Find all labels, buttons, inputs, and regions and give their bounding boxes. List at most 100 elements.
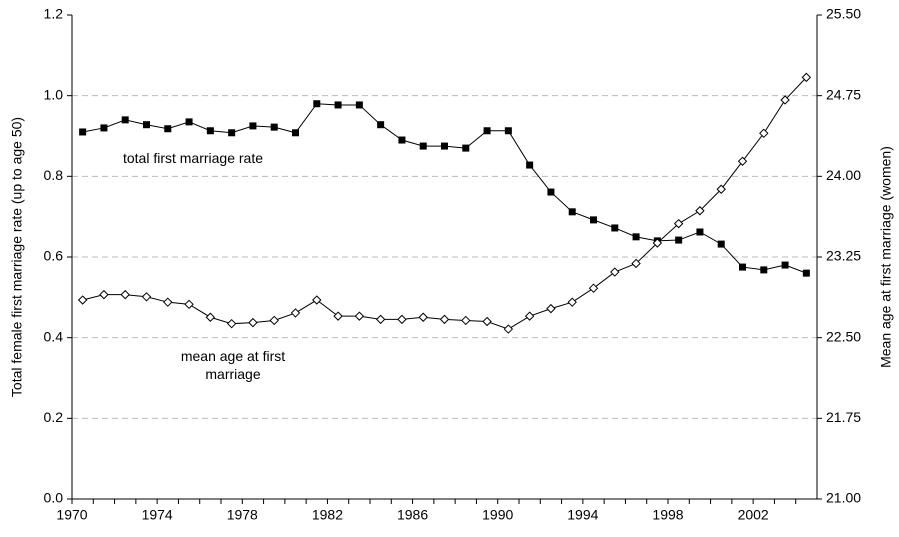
marker [547,188,555,196]
marker [248,317,258,328]
marker [652,238,663,248]
x-tick-label: 1994 [567,507,598,523]
marker [759,128,769,139]
marker [77,295,88,305]
marker [164,125,172,133]
marker [290,308,301,318]
marker [590,216,597,224]
marker [120,289,130,300]
marker [375,314,386,325]
marker [99,289,109,300]
x-tick-label: 1998 [652,507,683,523]
y2-tick-label: 24.75 [826,86,861,102]
x-tick-label: 1982 [312,507,343,523]
y2-tick-label: 25.50 [826,6,861,22]
marker [206,127,214,135]
series-line [82,103,807,274]
x-tick-label: 1986 [397,507,428,523]
marker [377,121,385,129]
marker [270,123,278,131]
y2-tick-label: 21.75 [826,409,861,425]
marker [100,124,108,132]
marker [355,101,363,109]
marker [632,233,640,241]
marker [716,184,726,194]
marker [504,127,512,135]
series-annotation: mean age at first marriage [180,348,286,382]
marker [567,297,577,307]
marker [184,299,194,310]
y2-tick-label: 23.25 [826,248,861,264]
y2-tick-label: 21.00 [826,490,861,506]
marker [802,269,810,277]
marker [419,142,427,150]
marker [673,218,684,229]
marker [397,314,407,325]
y-tick-label: 0.2 [44,409,64,425]
y2-tick-label: 24.00 [826,167,861,183]
marker [226,318,237,329]
marker [143,121,150,129]
marker [760,266,768,274]
x-tick-label: 1970 [56,507,87,523]
series-annotation: total first marriage rate [122,150,264,166]
marker [717,240,725,248]
series-line [82,77,807,330]
marker [312,295,322,305]
marker [354,311,365,321]
marker [610,267,620,277]
marker [141,292,152,302]
x-tick-label: 1974 [142,507,173,523]
marker [739,263,746,271]
marker [675,236,683,244]
marker [292,129,299,137]
y-tick-label: 0.0 [44,490,64,506]
marker [546,303,556,314]
y-tick-label: 0.8 [44,167,64,183]
marker [205,312,216,322]
x-tick-label: 2002 [738,507,769,523]
marker [461,315,471,326]
marker [781,261,789,269]
marker [801,72,812,83]
y-tick-label: 1.0 [44,86,64,102]
marker [588,283,599,293]
marker [334,101,342,109]
marker [333,311,343,321]
marker [780,95,790,105]
marker [185,118,193,126]
marker [503,324,514,334]
y2-tick-label: 22.50 [826,328,861,344]
marker [313,100,321,108]
marker [483,127,491,135]
marker [737,156,748,166]
marker [439,314,450,325]
y-tick-label: 0.6 [44,248,64,264]
marker [526,161,534,169]
marker [398,136,406,144]
marker [695,206,705,216]
y-tick-label: 0.4 [44,328,64,344]
marker [249,122,257,130]
x-tick-label: 1978 [227,507,258,523]
y2-axis-title: Mean age at first marriage (women) [878,146,894,368]
marker [121,116,129,124]
marker [696,228,704,236]
marker [79,128,87,136]
marker [568,208,576,216]
marker [163,297,173,307]
marker [631,258,641,269]
marker [441,142,448,150]
marker [462,144,470,152]
x-tick-label: 1990 [482,507,513,523]
marker [269,315,279,326]
marker [611,224,619,232]
marker [524,311,535,321]
marker [418,312,428,322]
marker [228,129,236,137]
marker [482,316,492,327]
y-tick-label: 1.2 [44,6,64,22]
y-axis-title: Total female first marriage rate (up to … [9,117,25,397]
